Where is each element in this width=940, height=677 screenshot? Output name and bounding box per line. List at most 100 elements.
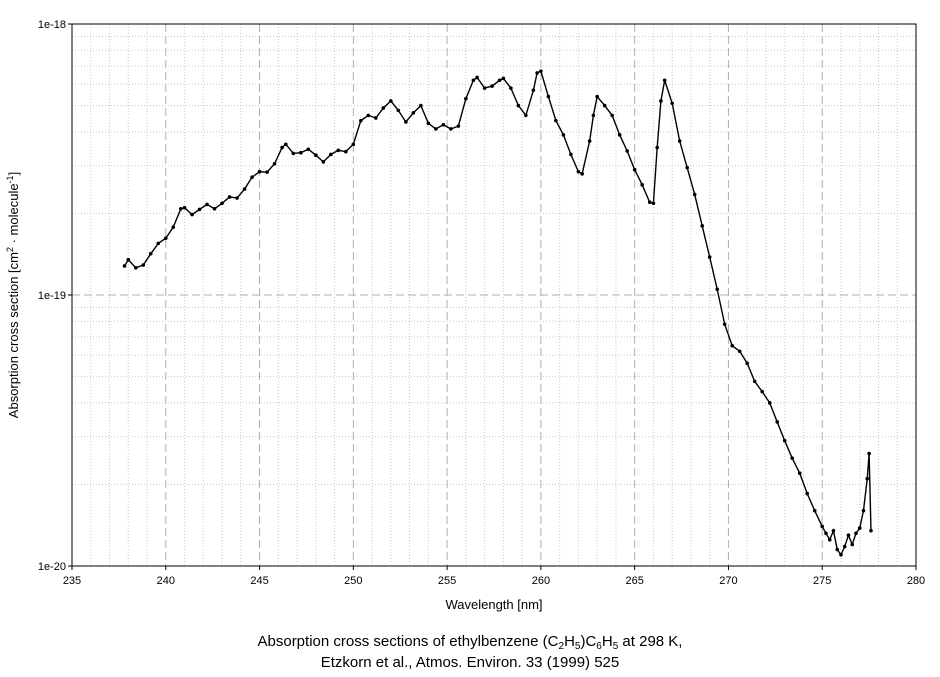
data-point	[126, 257, 131, 262]
data-point	[456, 124, 461, 128]
data-point	[265, 170, 269, 174]
data-point	[482, 86, 487, 90]
x-tick-label: 280	[907, 575, 925, 587]
data-point	[242, 187, 247, 191]
data-point	[587, 139, 592, 143]
data-point	[640, 183, 644, 187]
data-point	[655, 145, 659, 150]
data-point	[404, 120, 408, 124]
data-point	[299, 150, 303, 155]
data-point	[306, 147, 311, 152]
data-point	[344, 149, 348, 154]
data-point	[677, 139, 682, 143]
data-point	[685, 165, 689, 170]
data-point	[524, 113, 528, 118]
x-tick-label: 250	[344, 575, 362, 587]
data-point	[707, 255, 712, 259]
data-point	[632, 167, 637, 172]
data-series	[122, 69, 873, 557]
data-point	[220, 201, 224, 206]
x-tick-label: 275	[813, 575, 831, 587]
data-point	[790, 456, 795, 460]
data-point	[737, 349, 742, 354]
data-point	[539, 69, 543, 73]
data-point	[497, 78, 502, 83]
data-point	[867, 451, 871, 456]
data-point	[827, 537, 832, 542]
data-point	[865, 476, 870, 481]
data-point	[820, 524, 825, 529]
data-point	[854, 531, 858, 536]
x-tick-label: 260	[532, 575, 550, 587]
data-point	[869, 528, 873, 533]
data-point	[359, 118, 363, 123]
data-point	[389, 99, 393, 103]
data-point	[227, 195, 232, 199]
data-point	[730, 343, 734, 348]
data-point	[381, 106, 386, 110]
data-point	[374, 116, 378, 120]
data-point	[835, 547, 840, 552]
data-point	[284, 142, 288, 147]
data-point	[535, 71, 539, 75]
data-point	[531, 88, 536, 92]
data-point	[576, 169, 581, 174]
y-tick-label: 1e-18	[38, 19, 66, 31]
data-point	[329, 152, 333, 157]
data-point	[715, 287, 719, 292]
data-point	[745, 361, 749, 366]
data-point	[280, 145, 284, 150]
data-point	[272, 161, 277, 166]
data-point	[441, 122, 446, 127]
x-tick-label: 265	[625, 575, 643, 587]
data-point	[411, 111, 416, 115]
data-point	[602, 103, 607, 108]
axis-ticks: 235 240 245 250 255 260 265 270 275 280 1e-20 1e-19…	[38, 19, 925, 587]
data-point	[133, 265, 138, 270]
caption-line-1: Absorption cross sections of ethylbenzen…	[257, 633, 683, 652]
data-point	[182, 205, 187, 210]
data-point	[659, 99, 663, 103]
data-point	[767, 401, 772, 405]
data-point	[156, 241, 161, 246]
data-point	[291, 151, 296, 156]
data-point	[842, 544, 847, 549]
x-tick-label: 235	[63, 575, 81, 587]
data-point	[250, 175, 254, 180]
data-point	[141, 263, 146, 267]
data-point	[670, 101, 674, 106]
data-point	[197, 207, 202, 212]
data-point	[257, 169, 262, 174]
data-point	[546, 94, 551, 99]
data-point	[857, 526, 862, 530]
y-axis-title: Absorption cross section [cm2 · molecule…	[5, 172, 21, 418]
data-point	[625, 149, 629, 153]
data-point	[692, 192, 697, 197]
data-point	[321, 160, 326, 164]
data-point	[752, 379, 757, 384]
data-point	[396, 108, 401, 113]
data-point	[797, 471, 802, 476]
data-point	[651, 201, 656, 206]
data-point	[722, 322, 727, 327]
y-tick-label: 1e-20	[38, 561, 66, 573]
data-point	[490, 84, 494, 88]
data-point	[617, 133, 622, 137]
data-point	[426, 121, 431, 126]
data-point	[569, 152, 573, 157]
data-point	[760, 389, 765, 394]
data-point	[509, 86, 513, 90]
data-point	[662, 78, 667, 83]
data-point	[700, 224, 704, 228]
data-point	[839, 552, 843, 557]
data-point	[419, 103, 423, 108]
data-point	[501, 76, 506, 81]
data-point	[351, 142, 356, 147]
data-point	[591, 113, 596, 118]
data-point	[850, 542, 855, 547]
chart: 235 240 245 250 255 260 265 270 275 280 1e-20 1e-19…	[5, 19, 925, 612]
data-point	[516, 103, 521, 108]
caption-line-2: Etzkorn et al., Atmos. Environ. 33 (1999…	[320, 654, 620, 671]
data-point	[314, 153, 318, 157]
data-point	[812, 508, 817, 513]
